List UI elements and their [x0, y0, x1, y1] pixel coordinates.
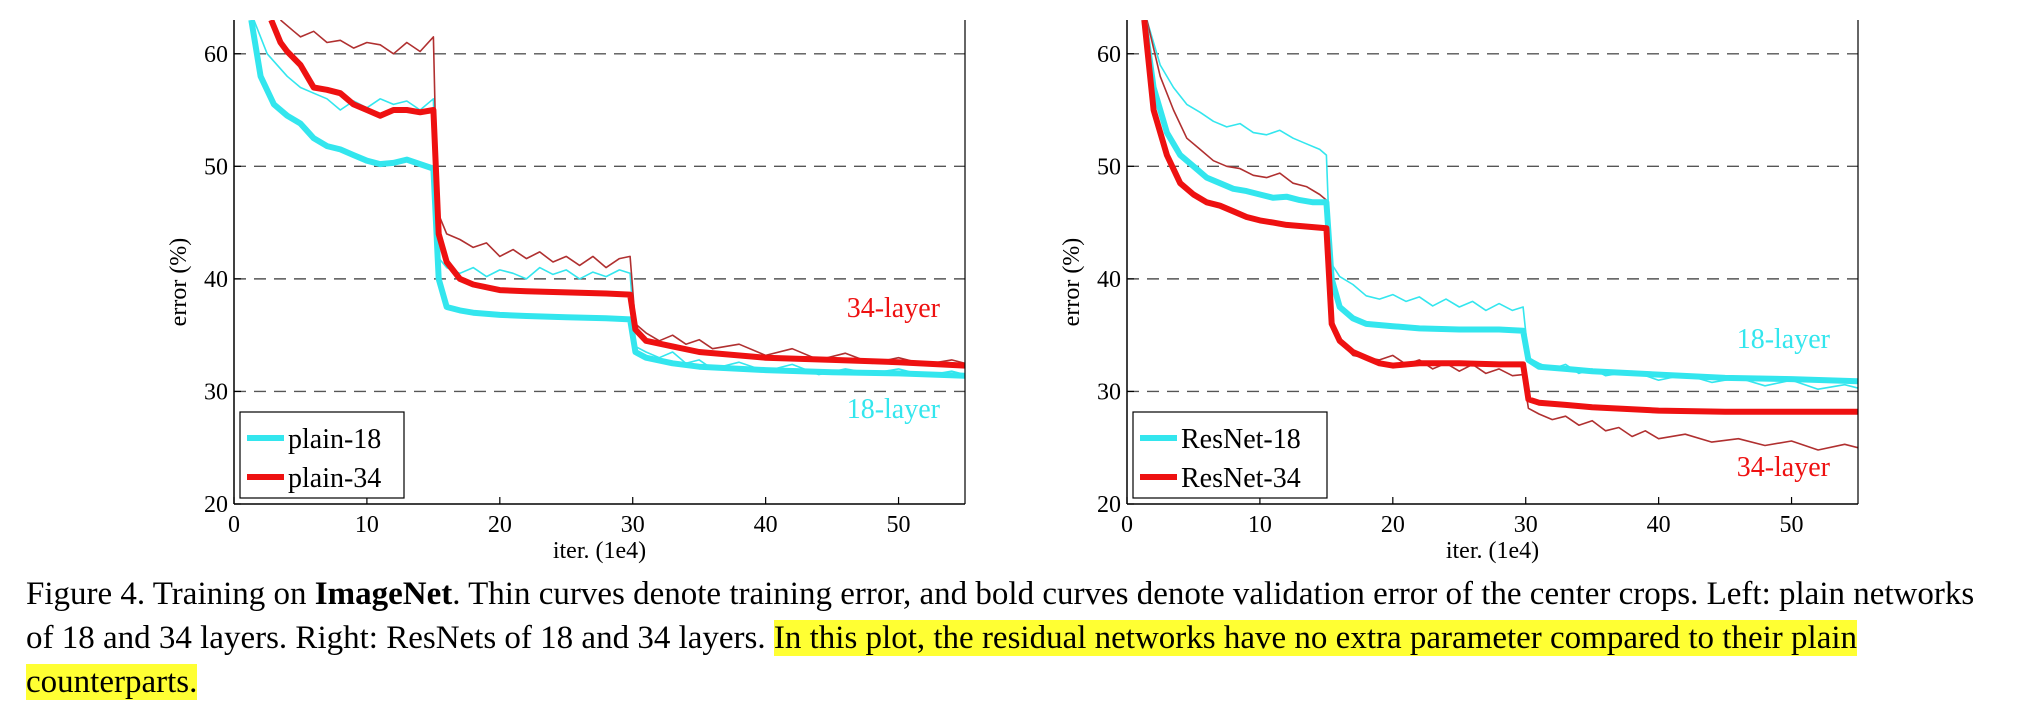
x-axis-label: iter. (1e4) [553, 538, 646, 564]
x-axis-label: iter. (1e4) [1446, 538, 1539, 564]
series-line-resnet-18-training [1146, 20, 1858, 390]
x-tick-label: 10 [1248, 512, 1272, 538]
y-tick-label: 40 [204, 267, 228, 293]
x-tick-label: 20 [488, 512, 512, 538]
y-tick-label: 40 [1097, 267, 1121, 293]
x-tick-label: 0 [228, 512, 240, 538]
legend-label: ResNet-34 [1181, 463, 1301, 494]
series-line-plain-18-validation [248, 20, 965, 379]
y-tick-label: 50 [1097, 154, 1121, 180]
y-axis-label: error (%) [1059, 238, 1085, 327]
series-line-resnet-34-validation [1141, 20, 1858, 415]
annotation-label: 18-layer [1737, 324, 1831, 355]
x-tick-label: 40 [754, 512, 778, 538]
y-axis-label: error (%) [166, 238, 192, 327]
y-tick-label: 60 [204, 42, 228, 68]
caption-prefix: Figure 4. Training on [26, 576, 315, 612]
legend-label: plain-18 [288, 424, 381, 455]
x-tick-label: 50 [887, 512, 911, 538]
legend-box [1132, 411, 1328, 499]
x-tick-label: 30 [621, 512, 645, 538]
annotation-label: 34-layer [847, 293, 941, 324]
x-tick-label: 50 [1780, 512, 1804, 538]
series-line-plain-34-validation [268, 20, 965, 369]
y-tick-label: 20 [1097, 492, 1121, 518]
caption-normal: . Thin curves denote training error, and… [26, 576, 1975, 656]
figure-charts: 0 10 20 30 40 50 20 30 40 50 60 iter. (1e4) error (%… [166, 20, 1859, 564]
annotation-label: 34-layer [1737, 452, 1831, 483]
x-tick-label: 10 [355, 512, 379, 538]
chart-right: 0 10 20 30 40 50 20 30 40 50 60 iter. (1e4) error (%… [1059, 20, 1859, 564]
x-tick-label: 30 [1514, 512, 1538, 538]
x-tick-label: 0 [1121, 512, 1133, 538]
x-tick-label: 20 [1381, 512, 1405, 538]
y-tick-label: 50 [204, 154, 228, 180]
legend-label: plain-34 [288, 463, 381, 494]
y-tick-label: 30 [1097, 379, 1121, 405]
chart-left: 0 10 20 30 40 50 20 30 40 50 60 iter. (1e4) error (%… [166, 20, 966, 564]
figure-caption: Figure 4. Training on ImageNet. Thin cur… [26, 572, 2006, 704]
annotation-label: 18-layer [847, 394, 941, 425]
legend-box [239, 411, 405, 499]
y-tick-label: 20 [204, 492, 228, 518]
series-line-resnet-34-training [1146, 20, 1858, 451]
caption-bold: ImageNet [314, 576, 453, 612]
series-line-plain-34-training [279, 20, 965, 366]
x-tick-label: 40 [1647, 512, 1671, 538]
y-tick-label: 30 [204, 379, 228, 405]
legend-label: ResNet-18 [1181, 424, 1301, 455]
y-tick-label: 60 [1097, 42, 1121, 68]
series-line-resnet-18-validation [1141, 20, 1858, 385]
